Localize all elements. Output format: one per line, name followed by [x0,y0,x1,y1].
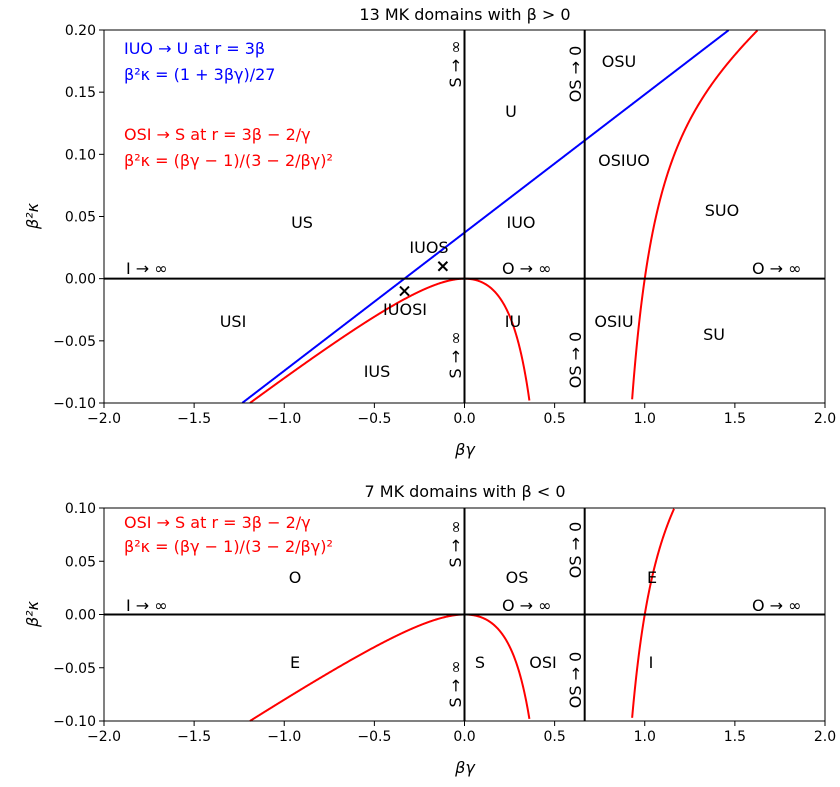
region-label-ius: IUS [364,362,391,381]
region-label-iuo: IUO [506,213,535,232]
x-tick-label: −1.5 [177,729,211,745]
y-tick-label: 0.15 [65,85,96,101]
x-tick-label: 2.0 [814,411,836,427]
x-ticks: −2.0 −1.5 −1.0 −0.5 0.0 0.5 1.0 1.5 2.0 [87,403,836,427]
region-label-e-top: E [647,568,657,587]
y-tick-label: −0.10 [53,396,96,412]
region-label-iuosi: IUOSI [383,300,427,319]
region-label-osu: OSU [602,52,636,71]
x-tick-label: −2.0 [87,729,121,745]
red-annotation-line2: β²κ = (βγ − 1)/(3 − 2/βγ)² [124,537,333,556]
x-marker [399,285,410,297]
region-label-iuos: IUOS [409,238,448,257]
y-tick-label: 0.10 [65,147,96,163]
x-axis-label: βγ [454,758,476,777]
x-tick-label: 1.5 [724,411,746,427]
region-label-su: SU [703,325,725,344]
red-annotation-line1: OSI → S at r = 3β − 2/γ [124,125,311,144]
x-ticks: −2.0 −1.5 −1.0 −0.5 0.0 0.5 1.0 1.5 2.0 [87,721,836,745]
edge-label-os-zero-bottom: OS → 0 [566,332,585,389]
x-axis-label: βγ [454,440,476,459]
region-label-usi: USI [220,312,247,331]
y-tick-label: 0.20 [65,23,96,39]
x-tick-label: 1.0 [634,729,656,745]
y-tick-label: −0.05 [53,334,96,350]
red-annotation-line1: OSI → S at r = 3β − 2/γ [124,513,311,532]
blue-annotation-line2: β²κ = (1 + 3βγ)/27 [124,65,275,84]
y-tick-label: 0.00 [65,608,96,624]
edge-label-i-infinity: I → ∞ [126,259,168,278]
y-ticks: −0.10 −0.05 0.00 0.05 0.10 0.15 0.20 [53,23,104,412]
y-tick-label: 0.00 [65,272,96,288]
y-ticks: −0.10 −0.05 0.00 0.05 0.10 [53,501,104,730]
x-tick-label: −1.0 [267,411,301,427]
region-label-suo: SUO [705,201,739,220]
y-tick-label: −0.05 [53,661,96,677]
edge-label-o-infinity-right: O → ∞ [752,259,802,278]
x-tick-label: 1.5 [724,729,746,745]
blue-annotation-line1: IUO → U at r = 3β [124,39,265,58]
region-label-osiu: OSIU [594,312,633,331]
edge-label-s-infinity-bottom: S → ∞ [446,331,465,378]
x-tick-label: 1.0 [634,411,656,427]
x-tick-label: −0.5 [357,411,391,427]
reference-lines [104,508,825,721]
x-tick-label: −2.0 [87,411,121,427]
region-label-s: S [475,653,485,672]
edge-label-s-infinity-bottom: S → ∞ [446,660,465,707]
y-tick-label: 0.05 [65,554,96,570]
y-axis-label: β²κ [23,202,42,230]
curve-red [249,29,759,404]
region-label-i: I [649,653,654,672]
reference-lines [104,30,825,403]
red-annotation-line2: β²κ = (βγ − 1)/(3 − 2/βγ)² [124,151,333,170]
y-tick-label: 0.05 [65,210,96,226]
x-marker [437,261,449,272]
edge-label-s-infinity-top: S → ∞ [446,40,465,87]
region-label-os: OS [506,568,529,587]
region-label-iu: IU [505,312,521,331]
region-label-osiuo: OSIUO [598,151,650,170]
region-label-osi: OSI [529,653,556,672]
chart-title: 13 MK domains with β > 0 [359,5,570,24]
x-tick-label: −0.5 [357,729,391,745]
top-chart: 13 MK domains with β > 0 −2.0 −1.5 −1.0 −0.… [23,5,836,459]
edge-label-os-zero-bottom: OS → 0 [566,652,585,709]
x-tick-label: 0.5 [543,411,565,427]
edge-label-o-infinity-right: O → ∞ [752,596,802,615]
x-tick-label: 0.0 [453,729,475,745]
x-tick-label: 0.0 [453,411,475,427]
region-label-e-bottom: E [290,653,300,672]
markers [399,261,449,297]
x-tick-label: −1.5 [177,411,211,427]
bottom-chart: 7 MK domains with β < 0 −2.0 −1.5 −1.0 −0.5… [23,482,836,777]
curves [241,29,759,404]
chart-title: 7 MK domains with β < 0 [365,482,566,501]
region-label-u: U [505,102,517,121]
edge-label-i-infinity: I → ∞ [126,596,168,615]
x-tick-label: 2.0 [814,729,836,745]
curve-red [249,508,675,722]
y-tick-label: −0.10 [53,714,96,730]
y-tick-label: 0.10 [65,501,96,517]
region-label-o: O [289,568,302,587]
edge-label-os-zero-top: OS → 0 [566,522,585,579]
curves [249,508,675,722]
x-tick-label: 0.5 [543,729,565,745]
curve-blue [241,29,730,404]
y-axis-label: β²κ [23,600,42,628]
x-tick-label: −1.0 [267,729,301,745]
region-label-us: US [291,213,313,232]
edge-label-s-infinity-top: S → ∞ [446,520,465,567]
edge-label-os-zero-top: OS → 0 [566,46,585,103]
edge-label-o-infinity-mid: O → ∞ [502,596,552,615]
edge-label-o-infinity-mid: O → ∞ [502,259,552,278]
